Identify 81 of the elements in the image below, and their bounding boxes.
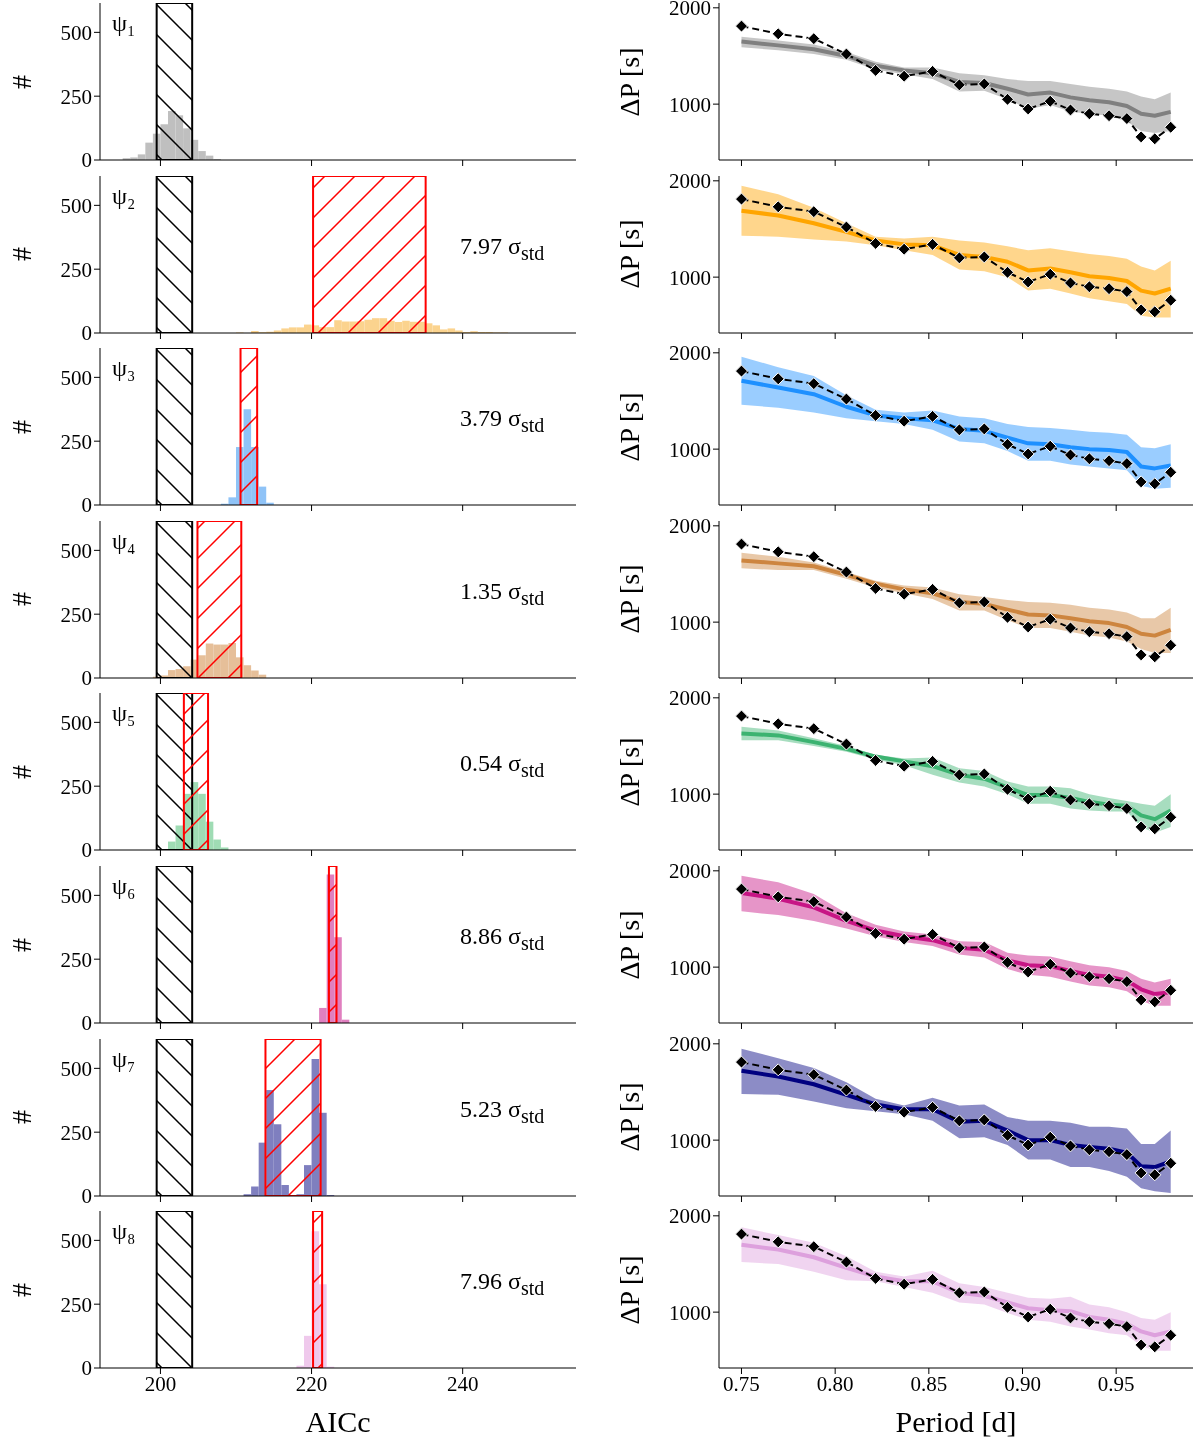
y-tick-label: 0 xyxy=(81,321,92,346)
y-tick-label: 2000 xyxy=(669,1204,711,1229)
y-axis-title: ΔP [s] xyxy=(614,737,646,807)
y-tick-label: 2000 xyxy=(669,0,711,21)
y-tick-label: 0 xyxy=(81,493,92,518)
y-tick-label: 2000 xyxy=(669,168,711,193)
x-axis-title: Period [d] xyxy=(895,1405,1017,1440)
annotation: 1.35 σ$_{std}$ xyxy=(460,577,545,609)
x-tick-label: 0.80 xyxy=(816,1372,854,1397)
x-tick-label: 200 xyxy=(144,1372,177,1397)
y-tick-label: 1000 xyxy=(669,1300,711,1325)
y-tick-label: 500 xyxy=(60,711,92,736)
annotation: 3.79 σ$_{std}$ xyxy=(460,405,545,436)
annotation: 5.23 σ$_{std}$ xyxy=(460,1095,545,1127)
annotation: ψ₅ xyxy=(112,700,136,727)
y-tick-label: 1000 xyxy=(669,1128,711,1153)
annotation: ψ₆ xyxy=(112,873,136,899)
annotation: 7.96 σ$_{std}$ xyxy=(460,1268,545,1299)
y-tick-label: 2000 xyxy=(669,514,711,539)
y-tick-label: 0 xyxy=(81,666,92,691)
y-tick-label: 500 xyxy=(60,366,92,390)
y-tick-label: 500 xyxy=(60,883,92,908)
annotation: ψ₁ xyxy=(112,10,136,36)
y-tick-label: 2000 xyxy=(669,341,711,366)
y-tick-label: 1000 xyxy=(669,437,711,462)
y-tick-label: 0 xyxy=(81,1356,92,1381)
y-tick-label: 0 xyxy=(81,838,92,863)
y-tick-label: 0 xyxy=(81,1184,92,1209)
y-tick-label: 1000 xyxy=(669,782,711,807)
y-tick-label: 0 xyxy=(81,148,92,173)
x-tick-label: 240 xyxy=(446,1372,479,1397)
y-tick-label: 1000 xyxy=(669,955,711,980)
y-axis-title: # xyxy=(6,247,38,262)
y-tick-label: 500 xyxy=(60,193,92,218)
y-axis-title: # xyxy=(6,74,38,89)
y-tick-label: 1000 xyxy=(669,610,711,635)
y-axis-title: ΔP [s] xyxy=(614,392,646,462)
y-tick-label: 500 xyxy=(60,538,92,563)
x-axis-title: AICc xyxy=(305,1405,371,1440)
y-axis-title: # xyxy=(6,1282,38,1297)
y-axis-title: ΔP [s] xyxy=(614,564,646,634)
x-tick-label: 0.90 xyxy=(1004,1372,1041,1397)
y-tick-label: 500 xyxy=(60,1056,92,1081)
annotation: ψ₈ xyxy=(112,1218,136,1245)
y-tick-label: 250 xyxy=(60,947,92,972)
annotation: ψ₂ xyxy=(112,182,136,209)
y-tick-label: 0 xyxy=(81,1011,92,1036)
y-axis-title: # xyxy=(6,1110,38,1125)
y-tick-label: 500 xyxy=(60,20,92,45)
y-tick-label: 2000 xyxy=(669,1031,711,1056)
annotation: 8.86 σ$_{std}$ xyxy=(460,923,545,954)
y-tick-label: 500 xyxy=(60,1229,92,1253)
y-tick-label: 250 xyxy=(60,84,92,109)
annotation: ψ₇ xyxy=(112,1045,136,1072)
annotation: ψ₄ xyxy=(112,527,136,554)
y-tick-label: 1000 xyxy=(669,265,711,290)
x-tick-label: 0.95 xyxy=(1097,1372,1135,1397)
y-axis-title: ΔP [s] xyxy=(614,1255,646,1325)
x-tick-label: 220 xyxy=(295,1372,328,1397)
y-tick-label: 2000 xyxy=(669,686,711,711)
annotation: 7.97 σ$_{std}$ xyxy=(460,232,545,264)
y-tick-label: 250 xyxy=(60,1292,92,1317)
x-tick-label: 0.75 xyxy=(723,1372,760,1397)
y-tick-label: 250 xyxy=(60,1120,92,1145)
y-axis-title: ΔP [s] xyxy=(614,909,646,980)
y-axis-title: ΔP [s] xyxy=(614,46,646,117)
y-axis-title: # xyxy=(6,764,38,779)
y-tick-label: 250 xyxy=(60,429,92,454)
y-axis-title: ΔP [s] xyxy=(614,219,646,289)
y-axis-title: ΔP [s] xyxy=(614,1082,646,1152)
y-axis-title: # xyxy=(6,592,38,607)
y-tick-label: 1000 xyxy=(669,92,711,117)
x-tick-label: 0.85 xyxy=(910,1372,948,1397)
y-axis-title: # xyxy=(6,937,38,952)
y-tick-label: 2000 xyxy=(669,859,711,884)
y-tick-label: 250 xyxy=(60,775,92,800)
annotation: ψ₃ xyxy=(112,355,136,382)
y-tick-label: 250 xyxy=(60,257,92,282)
annotation: 0.54 σ$_{std}$ xyxy=(460,750,545,782)
y-tick-label: 250 xyxy=(60,602,92,627)
y-axis-title: # xyxy=(6,419,38,434)
